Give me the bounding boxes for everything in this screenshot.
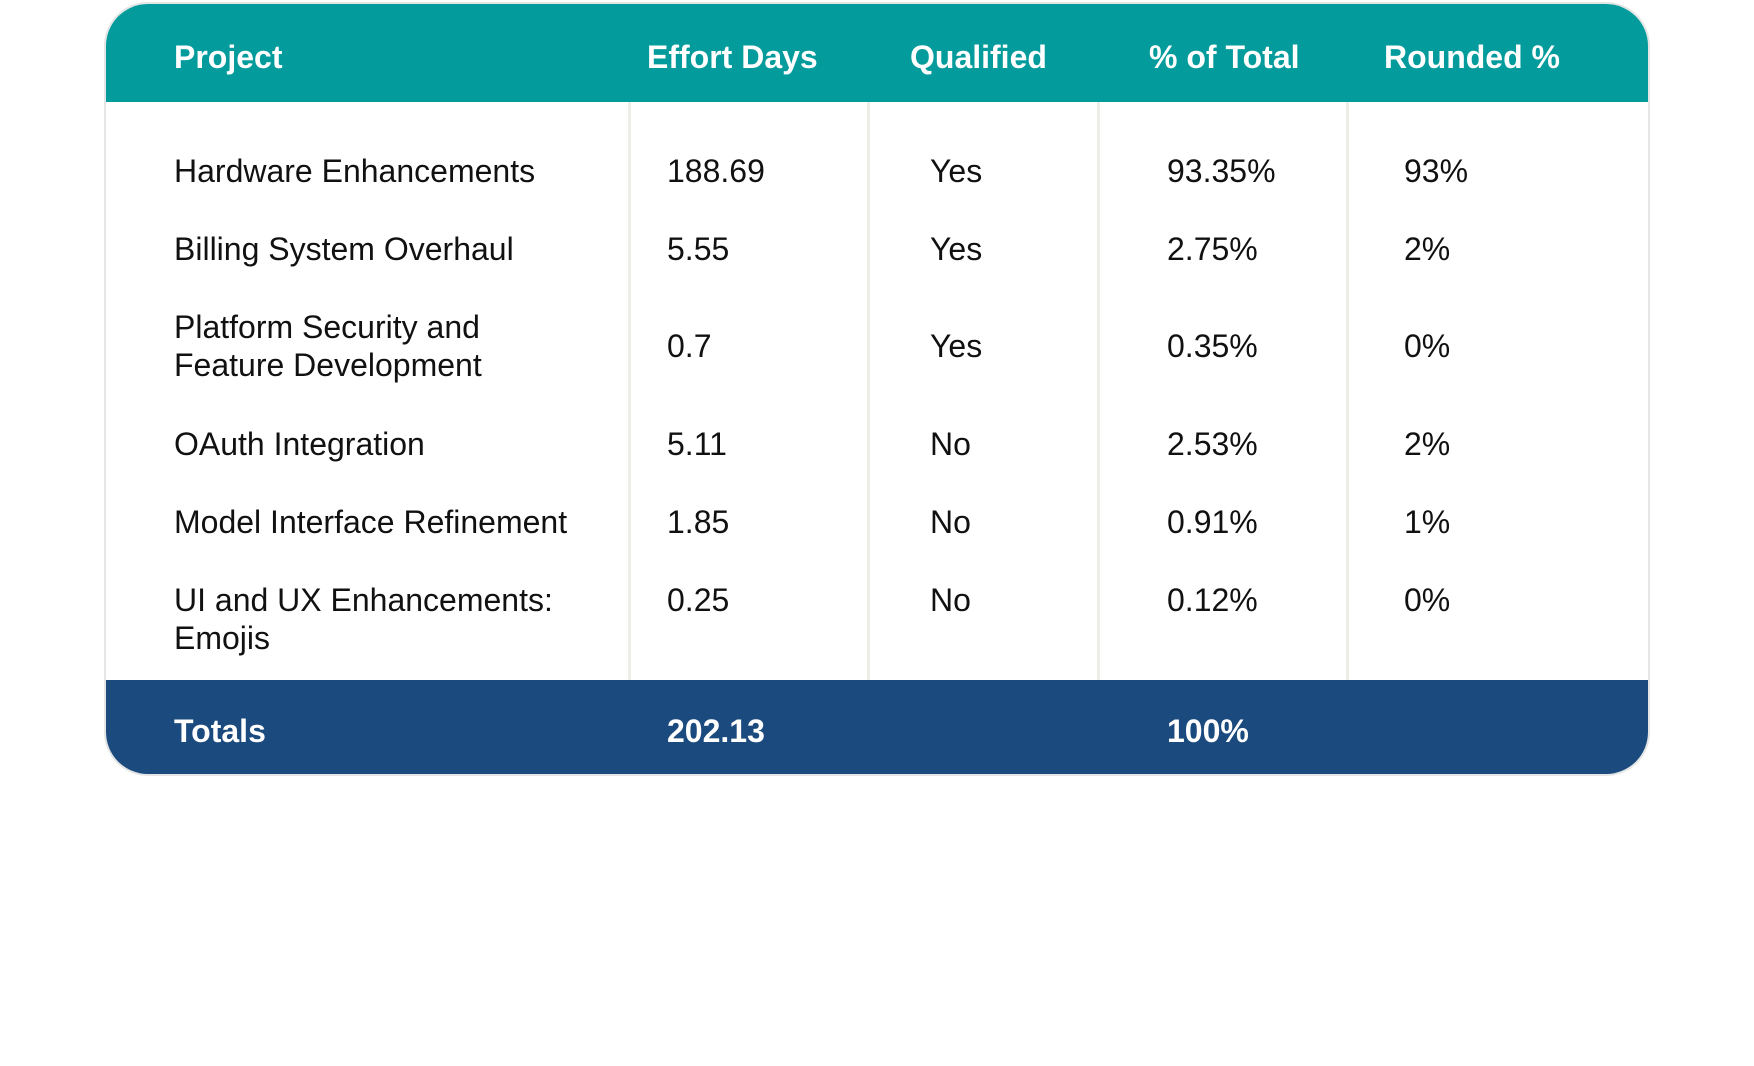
table-row-qualified: Yes <box>930 231 983 267</box>
table-row-qualified: Yes <box>930 328 983 364</box>
table-row-qualified: No <box>930 582 971 618</box>
table-row-percent-of-total: 2.53% <box>1167 426 1258 462</box>
column-divider <box>1097 102 1100 680</box>
table-row-rounded-percent: 0% <box>1404 582 1451 618</box>
totals-effort-days: 202.13 <box>667 713 765 749</box>
table-row-effort-days: 5.55 <box>667 231 730 267</box>
table-header-row <box>106 4 1648 102</box>
table-row-qualified: No <box>930 504 971 540</box>
table-row-effort-days: 188.69 <box>667 153 765 189</box>
table-row-qualified: Yes <box>930 153 983 189</box>
totals-percent-of-total: 100% <box>1167 713 1249 749</box>
table-row-rounded-percent: 93% <box>1404 153 1469 189</box>
column-divider <box>1346 102 1349 680</box>
table-row-percent-of-total: 0.35% <box>1167 328 1258 364</box>
table-row-rounded-percent: 1% <box>1404 504 1451 540</box>
header-qualified: Qualified <box>910 39 1047 75</box>
table-row-percent-of-total: 0.91% <box>1167 504 1258 540</box>
column-divider <box>628 102 631 680</box>
table-row-project: Hardware Enhancements <box>174 153 536 189</box>
header-project: Project <box>174 39 283 75</box>
table-row-effort-days: 1.85 <box>667 504 730 540</box>
column-divider <box>867 102 870 680</box>
header-rounded-percent: Rounded % <box>1384 39 1560 75</box>
table-row-effort-days: 0.7 <box>667 328 712 364</box>
table-row-percent-of-total: 2.75% <box>1167 231 1258 267</box>
table-row-percent-of-total: 93.35% <box>1167 153 1276 189</box>
table-row-project: Platform Security and Feature Developmen… <box>174 309 482 383</box>
table-row-qualified: No <box>930 426 971 462</box>
table-row-effort-days: 0.25 <box>667 582 730 618</box>
table-row-project: UI and UX Enhancements: Emojis <box>174 582 553 656</box>
totals-label: Totals <box>174 713 266 749</box>
table-row-rounded-percent: 2% <box>1404 231 1451 267</box>
table-row-project: Billing System Overhaul <box>174 231 514 267</box>
table-row-effort-days: 5.11 <box>667 426 727 462</box>
table-row-percent-of-total: 0.12% <box>1167 582 1258 618</box>
header-effort-days: Effort Days <box>647 39 818 75</box>
effort-table: Project Effort Days Qualified % of Total… <box>104 2 1650 776</box>
table-row-rounded-percent: 2% <box>1404 426 1451 462</box>
table-row-rounded-percent: 0% <box>1404 328 1451 364</box>
header-percent-of-total: % of Total <box>1149 39 1300 75</box>
table-totals-row <box>106 680 1648 774</box>
table-row-project: OAuth Integration <box>174 426 425 462</box>
table-row-project: Model Interface Refinement <box>174 504 568 540</box>
